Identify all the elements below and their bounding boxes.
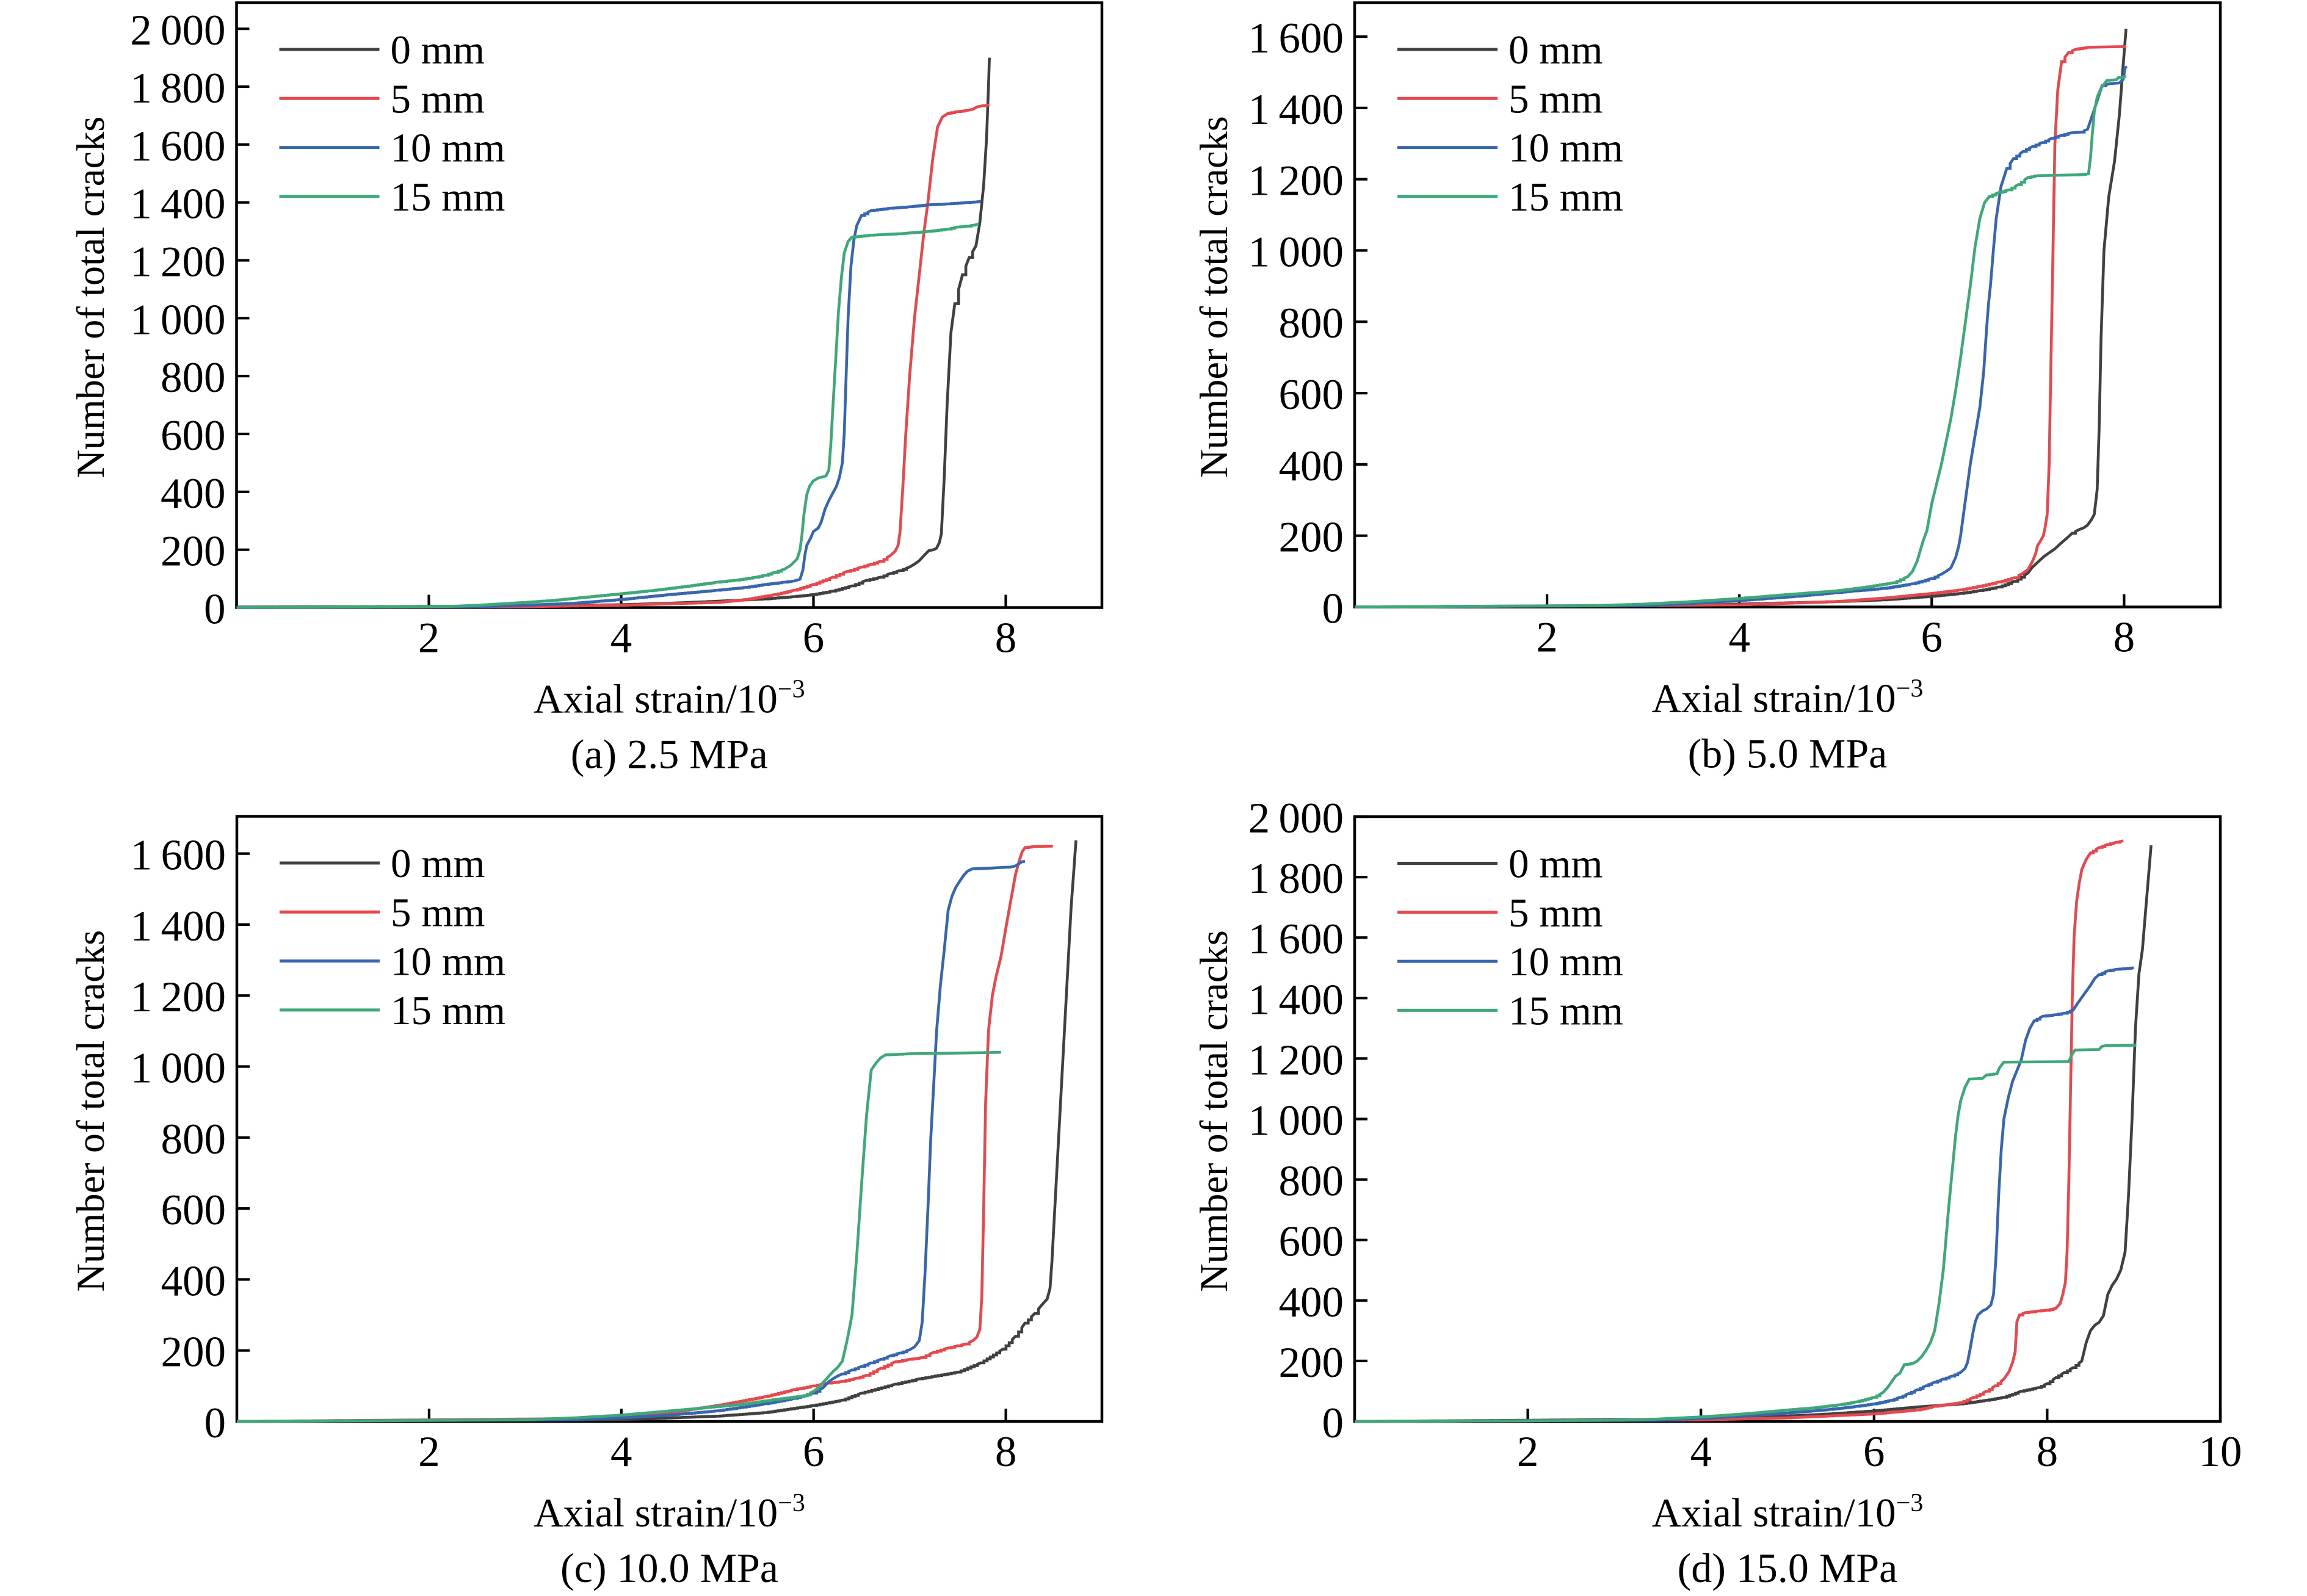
svg-text:5 mm: 5 mm xyxy=(1508,76,1603,121)
svg-text:5 mm: 5 mm xyxy=(1508,890,1603,936)
svg-text:2: 2 xyxy=(1517,1428,1539,1476)
svg-text:15 mm: 15 mm xyxy=(391,175,505,220)
svg-text:4: 4 xyxy=(610,1428,632,1476)
svg-text:8: 8 xyxy=(2037,1428,2059,1476)
svg-text:1 000: 1 000 xyxy=(1248,228,1344,276)
svg-text:(d) 15.0 MPa: (d) 15.0 MPa xyxy=(1678,1545,1898,1591)
svg-text:400: 400 xyxy=(161,1257,226,1305)
svg-text:0 mm: 0 mm xyxy=(391,27,485,73)
svg-text:1 200: 1 200 xyxy=(131,973,226,1021)
svg-text:Axial strain/10−3: Axial strain/10−3 xyxy=(1652,675,1924,721)
svg-text:10 mm: 10 mm xyxy=(1508,939,1623,984)
svg-text:800: 800 xyxy=(161,354,226,402)
svg-text:800: 800 xyxy=(1279,1158,1344,1205)
svg-text:Number of total cracks: Number of total cracks xyxy=(69,117,112,478)
svg-text:600: 600 xyxy=(1279,371,1344,419)
svg-text:1 600: 1 600 xyxy=(131,832,226,879)
svg-text:0: 0 xyxy=(204,586,226,634)
svg-text:600: 600 xyxy=(161,1186,226,1234)
svg-text:0 mm: 0 mm xyxy=(391,841,485,886)
svg-text:6: 6 xyxy=(1863,1428,1885,1476)
svg-text:10: 10 xyxy=(2199,1428,2242,1476)
svg-text:0: 0 xyxy=(205,1399,226,1447)
svg-text:10 mm: 10 mm xyxy=(391,126,505,171)
svg-text:1 200: 1 200 xyxy=(1248,1036,1344,1084)
svg-text:200: 200 xyxy=(161,528,226,576)
svg-text:(b) 5.0 MPa: (b) 5.0 MPa xyxy=(1688,731,1888,777)
svg-text:0: 0 xyxy=(1322,1399,1344,1447)
svg-text:1 400: 1 400 xyxy=(1248,86,1344,134)
svg-text:6: 6 xyxy=(803,1428,825,1476)
svg-text:1 000: 1 000 xyxy=(130,296,225,344)
svg-text:400: 400 xyxy=(1279,442,1344,490)
svg-text:Axial strain/10−3: Axial strain/10−3 xyxy=(534,1489,805,1536)
svg-text:5 mm: 5 mm xyxy=(391,890,485,935)
svg-text:0: 0 xyxy=(1322,585,1344,633)
svg-text:10 mm: 10 mm xyxy=(391,939,505,984)
svg-text:1 600: 1 600 xyxy=(130,123,225,170)
svg-text:1 400: 1 400 xyxy=(1248,976,1344,1024)
svg-text:4: 4 xyxy=(610,615,632,662)
svg-text:8: 8 xyxy=(2113,614,2135,662)
svg-text:15 mm: 15 mm xyxy=(1508,988,1623,1033)
svg-text:Axial strain/10−3: Axial strain/10−3 xyxy=(534,676,805,722)
svg-text:2: 2 xyxy=(418,1428,440,1476)
svg-text:4: 4 xyxy=(1690,1428,1712,1476)
svg-text:0 mm: 0 mm xyxy=(1508,27,1603,73)
svg-text:400: 400 xyxy=(161,470,226,518)
svg-text:0 mm: 0 mm xyxy=(1508,842,1603,887)
svg-text:10 mm: 10 mm xyxy=(1508,126,1623,171)
svg-text:400: 400 xyxy=(1279,1279,1344,1326)
svg-text:800: 800 xyxy=(161,1116,226,1163)
svg-text:1 800: 1 800 xyxy=(130,65,225,112)
svg-text:2 000: 2 000 xyxy=(130,7,225,54)
svg-text:6: 6 xyxy=(1921,614,1943,662)
svg-text:1 000: 1 000 xyxy=(1248,1097,1344,1145)
svg-text:4: 4 xyxy=(1728,614,1750,662)
svg-text:200: 200 xyxy=(161,1329,226,1376)
svg-text:1 600: 1 600 xyxy=(1248,15,1344,62)
svg-text:1 200: 1 200 xyxy=(130,239,225,286)
svg-text:800: 800 xyxy=(1279,300,1344,347)
svg-text:Number of total cracks: Number of total cracks xyxy=(1192,930,1236,1292)
svg-text:2: 2 xyxy=(1536,614,1558,662)
svg-text:Number of total cracks: Number of total cracks xyxy=(69,930,112,1292)
svg-text:15 mm: 15 mm xyxy=(1508,175,1623,220)
svg-text:600: 600 xyxy=(1279,1218,1344,1266)
svg-text:8: 8 xyxy=(995,615,1017,662)
svg-text:1 400: 1 400 xyxy=(130,181,225,228)
svg-text:6: 6 xyxy=(803,615,825,662)
svg-text:2: 2 xyxy=(418,615,440,662)
svg-text:200: 200 xyxy=(1279,1339,1344,1387)
svg-text:5 mm: 5 mm xyxy=(391,76,485,121)
svg-text:Number of total cracks: Number of total cracks xyxy=(1192,116,1236,478)
svg-text:2 000: 2 000 xyxy=(1248,795,1344,842)
svg-text:1 600: 1 600 xyxy=(1248,915,1344,963)
svg-text:1 200: 1 200 xyxy=(1248,157,1344,205)
svg-text:Axial strain/10−3: Axial strain/10−3 xyxy=(1652,1489,1924,1536)
svg-text:600: 600 xyxy=(161,412,226,460)
svg-text:(a) 2.5 MPa: (a) 2.5 MPa xyxy=(571,731,768,778)
svg-text:1 800: 1 800 xyxy=(1248,855,1344,903)
svg-text:(c) 10.0 MPa: (c) 10.0 MPa xyxy=(560,1545,778,1591)
svg-text:8: 8 xyxy=(995,1428,1017,1476)
svg-text:1 000: 1 000 xyxy=(131,1045,226,1092)
svg-text:200: 200 xyxy=(1279,514,1344,561)
svg-text:15 mm: 15 mm xyxy=(391,988,505,1033)
svg-text:1 400: 1 400 xyxy=(131,903,226,950)
